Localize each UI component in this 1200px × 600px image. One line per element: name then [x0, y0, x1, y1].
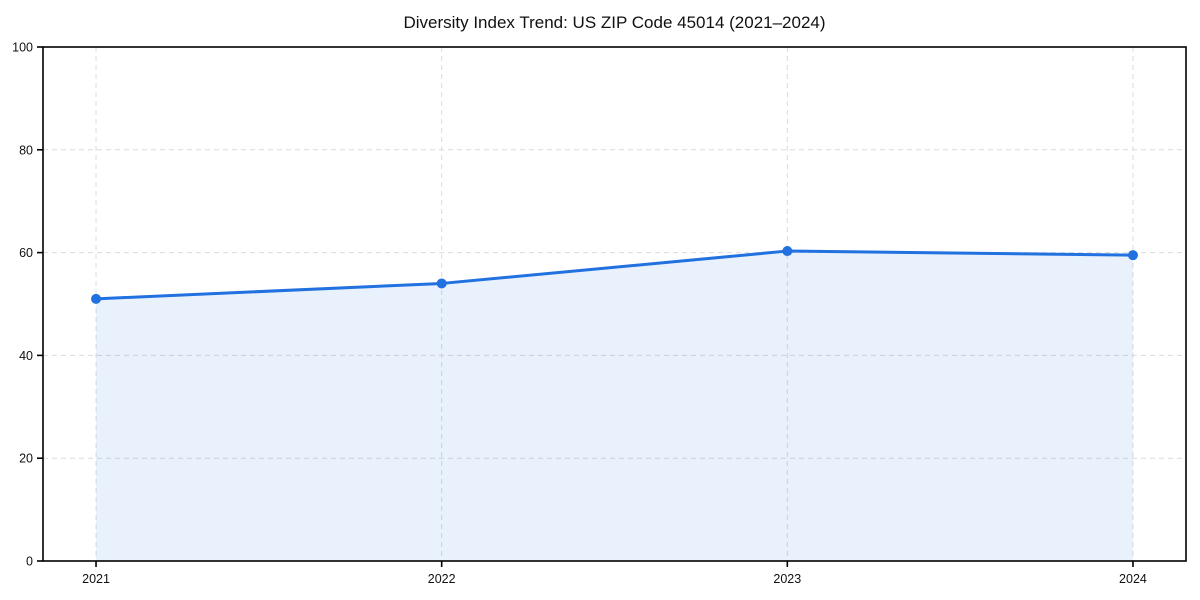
- x-tick-label: 2021: [82, 572, 110, 586]
- axes-box: [42, 46, 1187, 562]
- y-tick-label: 40: [19, 349, 33, 363]
- data-point: [782, 246, 793, 257]
- data-point: [91, 293, 102, 304]
- y-tick-label: 100: [12, 41, 33, 55]
- chart-title: Diversity Index Trend: US ZIP Code 45014…: [403, 13, 826, 32]
- y-tick-label: 20: [19, 452, 33, 466]
- data-point: [1127, 250, 1138, 261]
- x-tick-label: 2024: [1119, 572, 1147, 586]
- area-fill: [96, 251, 1133, 562]
- x-tick-label: 2022: [428, 572, 456, 586]
- y-tick-label: 80: [19, 143, 33, 157]
- y-tick-label: 0: [26, 555, 33, 569]
- data-point: [436, 278, 447, 289]
- y-tick-label: 60: [19, 246, 33, 260]
- trend-line: [94, 249, 1135, 301]
- x-tick-label: 2023: [773, 572, 801, 586]
